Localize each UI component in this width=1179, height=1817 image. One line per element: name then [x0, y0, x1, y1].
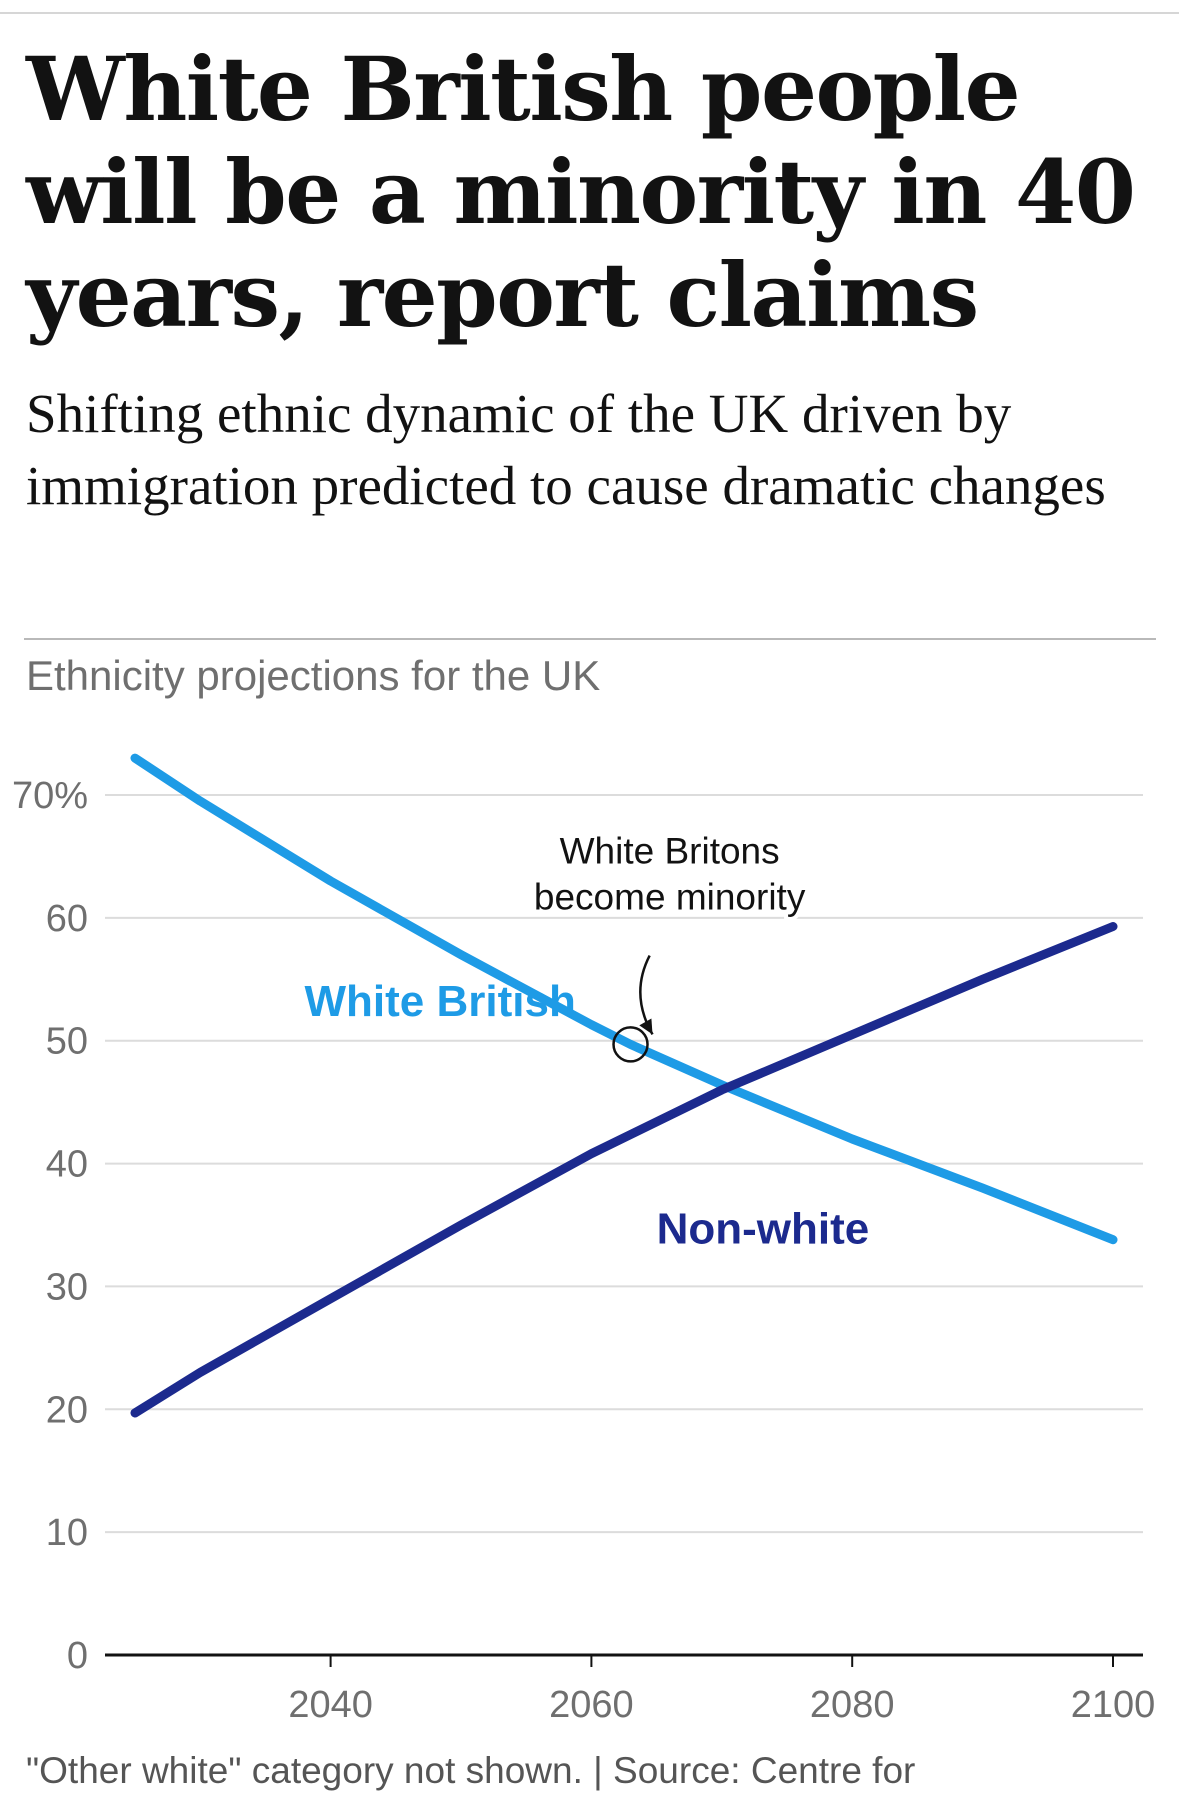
- chart-heading: Ethnicity projections for the UK: [26, 652, 601, 699]
- crossover-marker-circle: [612, 1026, 649, 1063]
- chart-divider: [24, 638, 1156, 640]
- y-tick-label: 20: [46, 1389, 88, 1431]
- series-label: White British: [305, 977, 576, 1026]
- y-tick-label: 70%: [12, 775, 88, 817]
- top-divider: [0, 12, 1179, 14]
- x-tick-label: 2100: [1071, 1684, 1156, 1726]
- y-tick-label: 30: [46, 1266, 88, 1308]
- headline: White British people will be a minority …: [26, 37, 1136, 347]
- annotation-text: White Britons: [560, 831, 780, 872]
- y-tick-label: 60: [46, 898, 88, 940]
- series-line-non-white: [130, 922, 1118, 1418]
- x-tick-label: 2040: [288, 1684, 373, 1726]
- series-label: Non-white: [657, 1204, 870, 1253]
- source-footnote: "Other white" category not shown. | Sour…: [26, 1750, 916, 1791]
- y-tick-label: 40: [46, 1144, 88, 1186]
- series-line-white-british: [130, 753, 1118, 1245]
- y-tick-label: 50: [46, 1021, 88, 1063]
- standfirst: Shifting ethnic dynamic of the UK driven…: [26, 383, 1106, 516]
- annotation-text: become minority: [534, 877, 806, 918]
- y-tick-label: 10: [46, 1512, 88, 1554]
- annotation-arrowhead: [639, 1018, 653, 1035]
- line-chart: 0 10 20 30 40 50 60 70% 2040 2060 2080 2100 White Br…: [12, 753, 1156, 1726]
- x-tick-label: 2060: [549, 1684, 634, 1726]
- y-tick-label: 0: [67, 1635, 88, 1677]
- x-tick-label: 2080: [810, 1684, 895, 1726]
